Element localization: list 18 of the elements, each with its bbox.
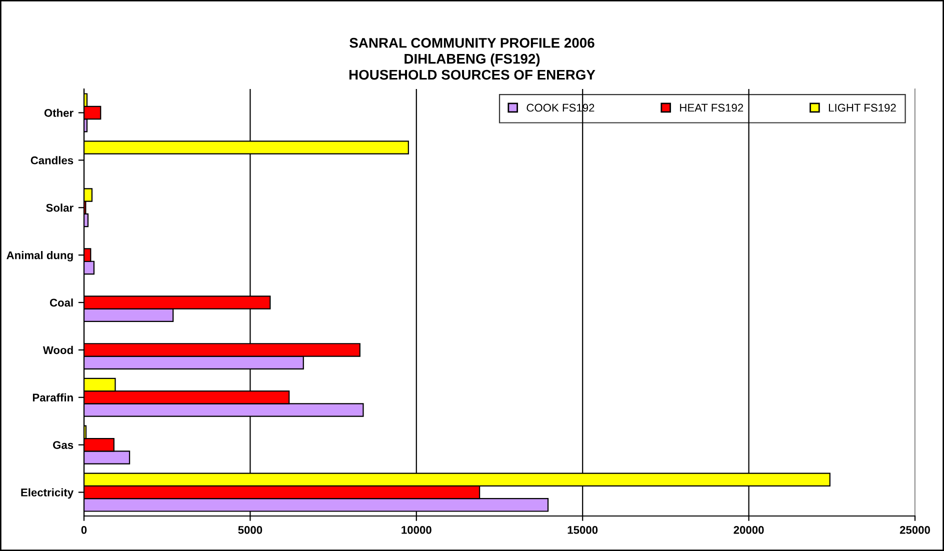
- y-tick-label: Coal: [50, 298, 73, 307]
- y-tick-label: Electricity: [21, 488, 74, 499]
- y-tick-label: Animal dung: [6, 251, 73, 262]
- y-tick-label: Paraffin: [32, 393, 73, 402]
- chart-title: SANRAL COMMUNITY PROFILE 2006 DIHLABENG (FS192) HOUSEHOLD SOURCES OF ENERGY: [349, 38, 596, 80]
- y-tick-label: Candles: [30, 156, 74, 164]
- x-tick-label: 15000: [568, 526, 598, 534]
- x-tick-label: 25000: [900, 526, 930, 534]
- legend-label: HEAT FS192: [680, 104, 744, 112]
- x-tick-label: 0: [81, 526, 87, 534]
- y-tick-label: Other: [44, 108, 74, 117]
- x-tick-label: 5000: [238, 526, 262, 534]
- y-tick-label: Wood: [42, 346, 73, 354]
- y-tick-label: Solar: [46, 204, 74, 212]
- x-tick-label: 10000: [402, 526, 432, 534]
- y-tick-label: Gas: [53, 441, 74, 449]
- x-tick-label: 20000: [734, 526, 764, 534]
- legend-label: LIGHT FS192: [828, 104, 896, 112]
